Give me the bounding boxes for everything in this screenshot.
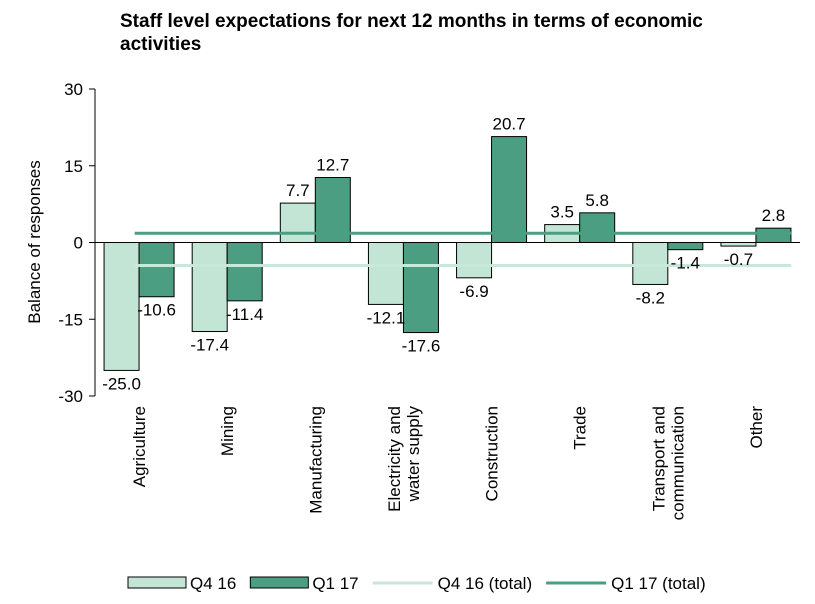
- data-label: -11.4: [226, 305, 264, 324]
- x-tick-label: Manufacturing: [306, 406, 325, 514]
- data-label: -25.0: [102, 374, 141, 393]
- x-tick-label: Electricity andwater supply: [385, 406, 423, 512]
- x-tick-label: Other: [747, 406, 766, 449]
- data-label: 7.7: [286, 181, 310, 200]
- data-label: 20.7: [493, 115, 526, 134]
- y-tick-label: -15: [58, 310, 83, 329]
- bar: [367, 242, 404, 305]
- bar: [491, 136, 528, 244]
- legend-swatch: [249, 576, 309, 589]
- y-axis-label: Balance of responses: [25, 160, 44, 324]
- bar: [402, 242, 439, 334]
- bar: [103, 242, 140, 371]
- legend-label: Q4 16 (total): [438, 574, 533, 593]
- data-label: -12.1: [367, 308, 406, 327]
- bar: [667, 242, 704, 251]
- bar: [579, 212, 616, 243]
- data-label: 2.8: [762, 206, 786, 225]
- bar: [755, 227, 792, 244]
- y-tick-label: -30: [58, 387, 83, 406]
- legend-label: Q1 17: [312, 574, 358, 593]
- data-label: -0.7: [724, 250, 753, 269]
- bar: [632, 242, 669, 285]
- x-tick-label: Construction: [483, 406, 502, 501]
- x-tick-label: Mining: [218, 406, 237, 456]
- bar: [314, 177, 351, 243]
- data-label: -6.9: [459, 282, 488, 301]
- x-tick-label: Agriculture: [130, 406, 149, 487]
- y-tick-label: 30: [64, 80, 83, 99]
- data-label: 12.7: [316, 156, 349, 175]
- data-label: -10.6: [137, 301, 176, 320]
- data-label: -17.6: [402, 337, 441, 356]
- y-tick-label: 0: [74, 234, 83, 253]
- x-tick-label: Transport andcommunication: [649, 406, 687, 520]
- bar: [720, 242, 757, 247]
- bar: [279, 202, 316, 244]
- legend-swatch: [127, 576, 187, 589]
- data-label: 3.5: [550, 203, 574, 222]
- bar: [456, 242, 493, 279]
- data-label: -1.4: [671, 254, 700, 273]
- bar: [191, 242, 228, 333]
- data-label: 5.8: [585, 191, 609, 210]
- y-tick-label: 15: [64, 157, 83, 176]
- bar: [226, 242, 263, 302]
- data-label: -8.2: [636, 288, 665, 307]
- chart-title: Staff level expectations for next 12 mon…: [120, 11, 703, 55]
- legend-label: Q1 17 (total): [611, 574, 706, 593]
- bar: [138, 242, 175, 298]
- x-tick-label: Trade: [571, 406, 590, 450]
- data-label: -17.4: [190, 336, 229, 355]
- legend-label: Q4 16: [190, 574, 236, 593]
